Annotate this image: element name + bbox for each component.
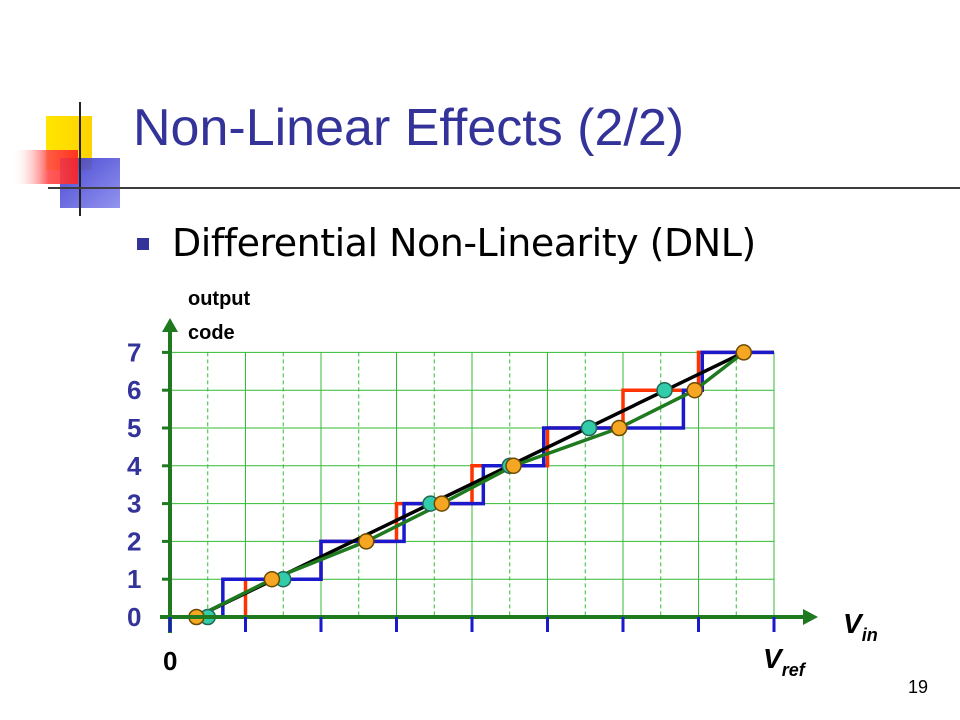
x-end-label: Vref [763,643,807,680]
title-divider [48,187,960,189]
ideal-marker [505,457,522,475]
ideal-marker [358,533,375,550]
y-tick-label: 7 [127,337,141,367]
actual-marker [580,419,598,437]
x-end-label-sub: ref [782,660,807,680]
page-title: Non-Linear Effects (2/2) [133,99,685,157]
y-tick-label: 6 [127,375,141,405]
y-tick-label: 5 [127,413,141,443]
y-tick-label: 2 [127,526,141,556]
axes: 0 1 2 3 4 5 6 7 [127,318,818,633]
slide-number: 19 [908,677,929,697]
ideal-marker [686,381,703,399]
x-axis-label-sub: in [862,625,878,645]
deco-red-square [12,150,78,184]
actual-marker [656,381,673,399]
y-axis-label-line2: code [188,322,235,344]
ideal-marker [610,419,628,437]
y-tick-label: 1 [127,564,141,594]
y-tick-label: 4 [127,451,142,481]
x-axis-label-main: V [843,608,864,639]
y-axis-label-line1: output [188,288,251,310]
y-tick-label: 3 [127,489,141,519]
x-axis-label: Vin [843,608,878,645]
x-end-label-main: V [763,643,784,674]
x-origin-label: 0 [163,646,177,676]
ideal-marker [433,495,451,512]
x-axis-arrow-icon [803,609,818,625]
ideal-marker [263,570,281,588]
y-tick-label: 0 [127,602,141,632]
diagram-markers [188,344,753,626]
ideal-marker [735,344,753,361]
y-axis-arrow-icon [162,318,178,332]
bullet-square-icon [137,238,149,250]
bullet-text: Differential Non-Linearity (DNL) [172,221,756,265]
